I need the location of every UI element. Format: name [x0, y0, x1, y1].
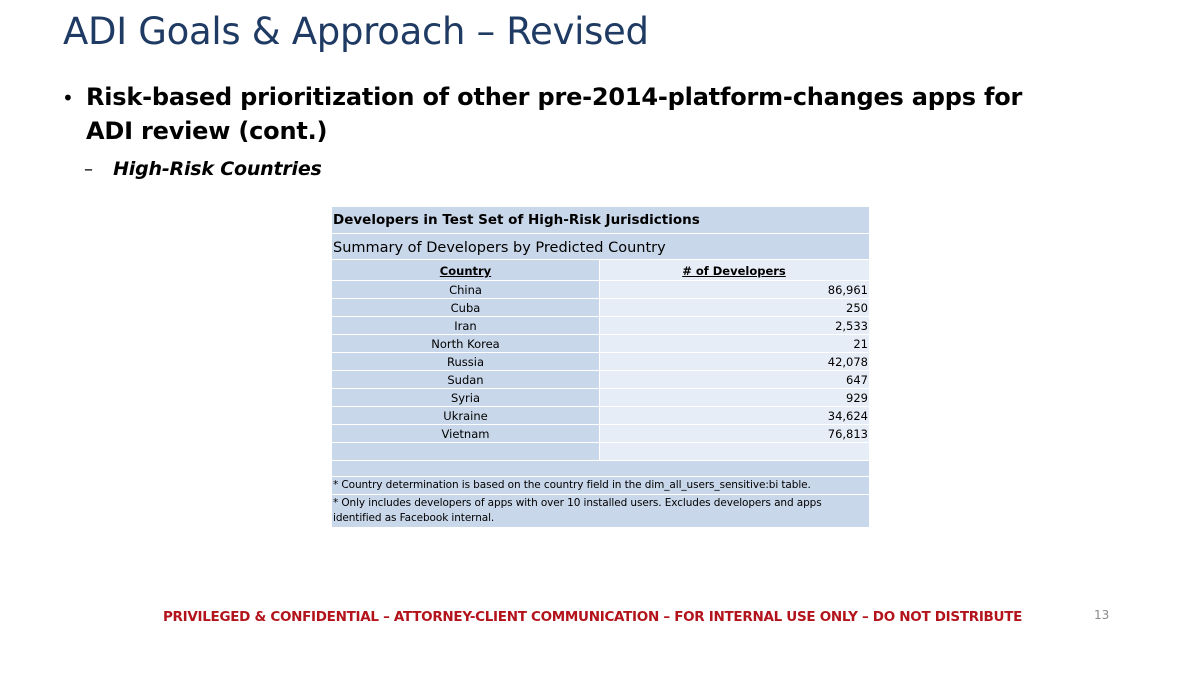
country-cell: Ukraine: [332, 407, 600, 424]
country-cell: Vietnam: [332, 425, 600, 442]
slide-title: ADI Goals & Approach – Revised: [63, 10, 649, 53]
developers-table: Developers in Test Set of High-Risk Juri…: [332, 207, 869, 528]
table-row: China 86,961: [332, 281, 869, 299]
table-row: Russia 42,078: [332, 353, 869, 371]
developers-cell: 42,078: [600, 353, 869, 370]
table-row: Iran 2,533: [332, 317, 869, 335]
table-blank-row: [332, 443, 869, 461]
developers-cell: 929: [600, 389, 869, 406]
confidentiality-footer: PRIVILEGED & CONFIDENTIAL – ATTORNEY-CLI…: [162, 609, 1023, 625]
developers-cell: 21: [600, 335, 869, 352]
table-header-row: Country # of Developers: [332, 260, 869, 281]
developers-cell: 647: [600, 371, 869, 388]
bullet-text: Risk-based prioritization of other pre-2…: [86, 83, 1023, 145]
blank-cell: [332, 443, 600, 460]
column-header-developers: # of Developers: [600, 260, 869, 280]
table-row: Vietnam 76,813: [332, 425, 869, 443]
developers-cell: 250: [600, 299, 869, 316]
table-row: Syria 929: [332, 389, 869, 407]
table-row: Ukraine 34,624: [332, 407, 869, 425]
country-cell: Iran: [332, 317, 600, 334]
sub-bullet: – High-Risk Countries: [84, 158, 322, 180]
table-subtitle: Summary of Developers by Predicted Count…: [332, 234, 869, 260]
country-cell: Sudan: [332, 371, 600, 388]
country-cell: China: [332, 281, 600, 298]
developers-cell: 34,624: [600, 407, 869, 424]
table-title: Developers in Test Set of High-Risk Juri…: [332, 207, 869, 234]
country-cell: Cuba: [332, 299, 600, 316]
sub-bullet-text: High-Risk Countries: [113, 158, 322, 180]
table-row: North Korea 21: [332, 335, 869, 353]
column-header-country: Country: [332, 260, 600, 280]
bullet-marker: •: [62, 86, 74, 110]
page-number: 13: [1094, 608, 1110, 622]
table-footnote: * Only includes developers of apps with …: [332, 495, 869, 528]
developers-cell: 76,813: [600, 425, 869, 442]
table-row: Sudan 647: [332, 371, 869, 389]
developers-cell: 2,533: [600, 317, 869, 334]
sub-bullet-marker: –: [84, 159, 93, 180]
country-cell: North Korea: [332, 335, 600, 352]
blank-cell: [600, 443, 869, 460]
country-cell: Syria: [332, 389, 600, 406]
developers-cell: 86,961: [600, 281, 869, 298]
table-footnote: * Country determination is based on the …: [332, 477, 869, 495]
table-row: Cuba 250: [332, 299, 869, 317]
table-spacer-row: [332, 461, 869, 477]
country-cell: Russia: [332, 353, 600, 370]
